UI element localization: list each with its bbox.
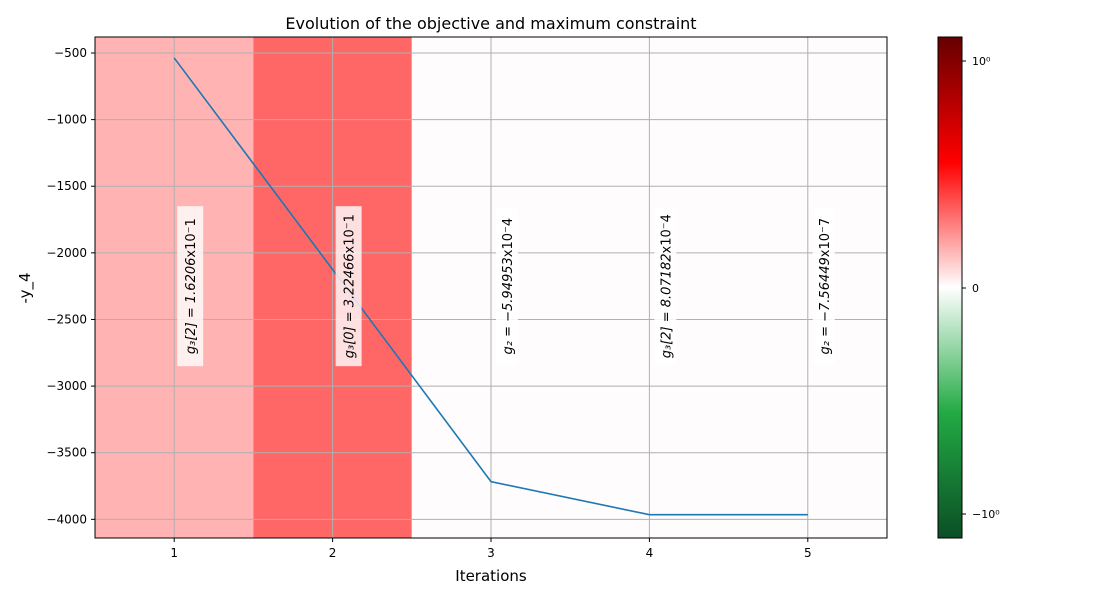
annotation-exponent: x10⁻1 — [184, 218, 199, 257]
annotation-text: g₃[0] = 3.22466x10⁻1 — [343, 214, 358, 358]
annotation-math: g₃[0] = 3.22466 — [343, 253, 358, 358]
annotation-text: g₂ = −7.56449x10⁻7 — [818, 218, 833, 355]
series-group — [173, 57, 808, 516]
grid-lines — [95, 37, 887, 538]
annotation-box — [177, 206, 204, 367]
annotation-text: g₃[2] = 8.07182x10⁻4 — [659, 214, 674, 358]
annotations: g₃[2] = 1.6206x10⁻1g₃[0] = 3.22466x10⁻1g… — [177, 206, 835, 367]
x-tick-label: 2 — [329, 546, 337, 560]
series-line — [173, 57, 808, 516]
annotation-math: g₂ = −5.94953 — [501, 257, 516, 354]
annotation-2: g₃[0] = 3.22466x10⁻1 — [335, 206, 362, 367]
annotation-5: g₂ = −7.56449x10⁻7 — [812, 208, 835, 365]
annotation-exponent: x10⁻7 — [818, 218, 833, 257]
colorbar-gradient — [937, 36, 963, 539]
annotation-4: g₃[2] = 8.07182x10⁻4 — [654, 208, 677, 365]
annotation-1: g₃[2] = 1.6206x10⁻1 — [177, 206, 204, 367]
annotation-box — [654, 208, 677, 365]
x-tick-label: 1 — [170, 546, 178, 560]
colorbar-tick-label: −10⁰ — [972, 508, 1000, 521]
annotation-exponent: x10⁻4 — [501, 218, 516, 257]
y-axis: −500 −1000 −1500 −2000 −2500 −3000 −3500 −4000 — [46, 46, 95, 526]
y-axis-label: -y_4 — [16, 272, 35, 303]
x-axis-label: Iterations — [455, 567, 527, 585]
annotation-text: g₃[2] = 1.6206x10⁻1 — [184, 218, 199, 354]
x-tick-label: 3 — [487, 546, 495, 560]
annotation-exponent: x10⁻1 — [343, 214, 358, 253]
chart-title: Evolution of the objective and maximum c… — [285, 14, 696, 33]
x-axis: 1 2 3 4 5 — [170, 538, 812, 560]
y-tick-label: −2500 — [46, 312, 87, 326]
colorbar-ticks: 10⁰ 0 −10⁰ — [962, 55, 1000, 521]
y-tick-label: −2000 — [46, 246, 87, 260]
y-tick-label: −1500 — [46, 179, 87, 193]
colorbar-tick-label: 0 — [972, 282, 979, 295]
x-tick-label: 4 — [646, 546, 654, 560]
annotation-box — [812, 208, 835, 365]
y-tick-label: −3500 — [46, 446, 87, 460]
y-tick-label: −4000 — [46, 512, 87, 526]
annotation-text: g₂ = −5.94953x10⁻4 — [501, 218, 516, 355]
y-tick-label: −3000 — [46, 379, 87, 393]
annotation-box — [496, 208, 518, 365]
y-tick-label: −1000 — [46, 113, 87, 127]
annotation-exponent: x10⁻4 — [659, 214, 674, 253]
y-tick-label: −500 — [54, 46, 87, 60]
annotation-math: g₃[2] = 8.07182 — [659, 253, 674, 358]
annotation-math: g₃[2] = 1.6206 — [184, 258, 199, 355]
annotation-box — [335, 206, 362, 367]
annotation-math: g₂ = −7.56449 — [818, 257, 833, 354]
annotation-3: g₂ = −5.94953x10⁻4 — [496, 208, 518, 365]
colorbar-tick-label: 10⁰ — [972, 55, 991, 68]
colorbar: 10⁰ 0 −10⁰ — [937, 36, 1000, 539]
x-tick-label: 5 — [804, 546, 812, 560]
